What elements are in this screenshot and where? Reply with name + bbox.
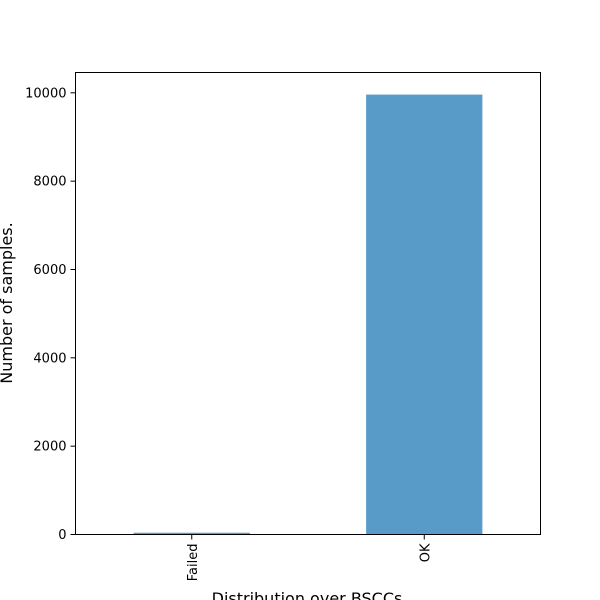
plot-frame	[75, 72, 541, 535]
y-axis-label: Number of samples.	[0, 222, 16, 383]
bar-ok	[366, 94, 483, 535]
bar-failed	[133, 532, 250, 535]
y-tick-label-4000: 4000	[33, 351, 66, 366]
y-tick-label-8000: 8000	[33, 175, 66, 190]
x-tick-label-failed: Failed	[186, 544, 201, 582]
x-axis-label: Distribution over BSCCs	[212, 589, 403, 600]
y-tick-label-2000: 2000	[33, 440, 66, 455]
y-tick-label-10000: 10000	[25, 86, 66, 101]
y-axis: 0 2000 4000 6000 8000 10000	[25, 86, 76, 543]
y-tick-label-6000: 6000	[33, 263, 66, 278]
x-tick-label-ok: OK	[418, 543, 433, 562]
y-tick-label-0: 0	[58, 528, 66, 543]
x-axis: Failed OK	[186, 534, 433, 582]
bars-layer	[133, 94, 483, 535]
